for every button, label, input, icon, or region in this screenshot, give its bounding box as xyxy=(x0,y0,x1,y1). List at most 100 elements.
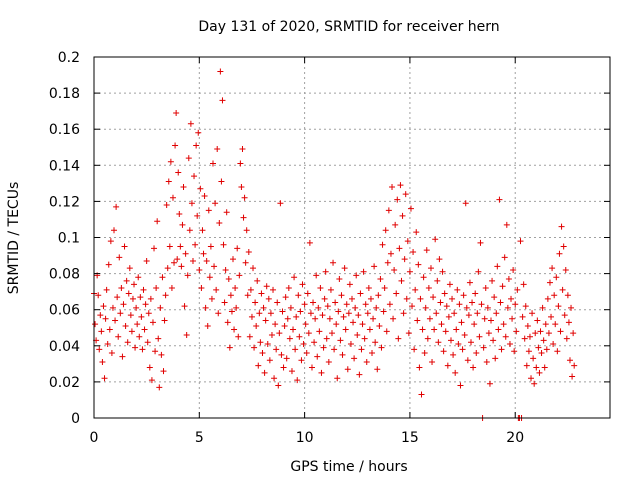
data-point xyxy=(413,229,420,236)
data-point xyxy=(442,328,449,335)
data-point xyxy=(103,286,110,293)
data-point xyxy=(416,364,423,371)
data-point xyxy=(514,286,521,293)
data-point xyxy=(263,283,270,290)
data-point xyxy=(389,183,396,190)
data-point xyxy=(349,295,355,302)
data-point xyxy=(465,312,472,319)
data-point xyxy=(560,243,567,250)
data-point xyxy=(549,265,556,272)
data-point xyxy=(322,268,329,275)
data-point xyxy=(327,286,334,293)
data-point xyxy=(475,268,482,275)
data-point xyxy=(391,266,398,273)
data-point xyxy=(202,304,209,311)
axis-ticks xyxy=(93,56,610,419)
x-axis-label: GPS time / hours xyxy=(290,459,407,475)
data-point xyxy=(115,333,122,340)
data-point xyxy=(485,330,492,337)
x-tick-labels: 0 5 10 15 20 xyxy=(90,430,525,446)
data-point xyxy=(441,290,448,297)
data-point xyxy=(266,357,273,364)
data-point xyxy=(132,344,139,351)
data-point xyxy=(326,315,333,322)
data-point xyxy=(337,337,344,344)
data-point xyxy=(97,312,104,319)
data-point xyxy=(436,256,443,263)
data-point xyxy=(558,223,565,230)
data-point xyxy=(164,265,171,272)
data-point xyxy=(293,313,300,320)
data-point xyxy=(405,330,412,337)
data-point xyxy=(303,350,310,357)
data-point xyxy=(277,200,284,207)
data-point xyxy=(399,212,406,219)
data-point xyxy=(187,120,194,127)
data-point xyxy=(148,377,155,384)
data-point xyxy=(530,355,537,362)
y-tick-label: 0.18 xyxy=(49,86,80,102)
data-point xyxy=(256,310,263,317)
data-point xyxy=(201,192,208,199)
data-point xyxy=(378,344,385,351)
data-point xyxy=(108,350,115,357)
data-point xyxy=(196,266,203,273)
data-point xyxy=(308,364,315,371)
data-point xyxy=(208,295,215,302)
data-point xyxy=(569,373,576,380)
data-point xyxy=(206,274,213,281)
y-tick-label: 0.02 xyxy=(49,375,80,391)
y-tick-label: 0.12 xyxy=(49,194,80,210)
data-point xyxy=(472,290,479,297)
data-point xyxy=(250,265,257,272)
data-point xyxy=(226,344,233,351)
data-point xyxy=(98,328,105,335)
data-point xyxy=(307,310,314,317)
data-points xyxy=(91,68,578,421)
grid-lines xyxy=(94,57,610,418)
data-point xyxy=(429,359,436,366)
data-point xyxy=(191,173,198,180)
data-point xyxy=(178,263,185,270)
data-point xyxy=(540,337,547,344)
data-point xyxy=(373,304,380,311)
data-point xyxy=(466,279,473,286)
data-point xyxy=(363,359,370,366)
data-point xyxy=(209,160,216,167)
data-point xyxy=(379,241,386,248)
data-point xyxy=(351,355,358,362)
data-point xyxy=(151,245,158,252)
data-point xyxy=(457,382,464,389)
data-point xyxy=(144,339,151,346)
data-point xyxy=(205,207,212,214)
data-point xyxy=(377,276,384,283)
data-point xyxy=(433,310,440,317)
data-point xyxy=(242,259,249,266)
data-point xyxy=(357,290,364,297)
data-point xyxy=(425,285,432,292)
data-point xyxy=(120,301,127,308)
data-point xyxy=(287,304,294,311)
data-point xyxy=(365,285,372,292)
data-point xyxy=(420,274,427,281)
data-point xyxy=(203,257,210,264)
data-point xyxy=(176,211,183,218)
data-point xyxy=(316,328,323,335)
data-point xyxy=(111,227,118,234)
data-point xyxy=(161,317,168,324)
data-point xyxy=(371,263,378,270)
data-point xyxy=(125,290,132,297)
data-point xyxy=(198,285,205,292)
data-point xyxy=(134,321,141,328)
data-point xyxy=(119,353,126,360)
data-point xyxy=(180,183,187,190)
data-point xyxy=(492,355,499,362)
data-point xyxy=(358,346,365,353)
data-point xyxy=(258,290,265,297)
data-point xyxy=(431,326,438,333)
data-point xyxy=(455,340,462,347)
data-point xyxy=(424,335,431,342)
data-point xyxy=(301,301,308,308)
data-point xyxy=(272,321,279,328)
